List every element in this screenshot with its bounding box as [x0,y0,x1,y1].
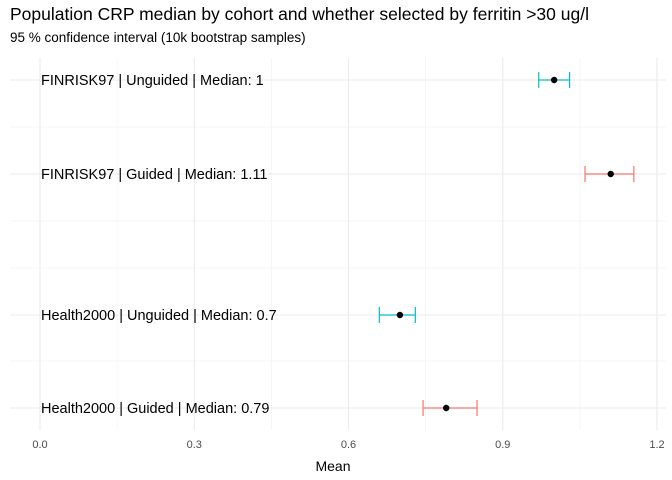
chart-title: Population CRP median by cohort and whet… [10,4,589,24]
x-tick-label: 0.3 [187,439,202,451]
row-label: FINRISK97 | Unguided | Median: 1 [41,73,264,89]
data-point [396,311,404,319]
data-point [607,170,614,178]
row-label: FINRISK97 | Guided | Median: 1.11 [41,167,268,183]
x-axis-label: Mean [315,458,350,474]
x-axis-ticks: 0.0 0.3 0.6 0.9 1.2 [32,439,664,451]
data-marks [378,72,635,416]
data-point [550,76,558,84]
row-label: Health2000 | Unguided | Median: 0.7 [41,308,277,324]
x-tick-label: 0.0 [32,439,47,451]
x-tick-label: 1.2 [649,439,664,451]
major-gridlines [10,58,666,430]
x-tick-label: 0.6 [341,439,356,451]
row-labels: FINRISK97 | Unguided | Median: 1 FINRISK9… [41,73,277,417]
chart-subtitle: 95 % confidence interval (10k bootstrap … [10,30,306,45]
minor-gridlines [10,58,666,430]
x-tick-label: 0.9 [495,439,510,451]
row-label: Health2000 | Guided | Median: 0.79 [41,401,269,417]
data-point [442,404,450,412]
